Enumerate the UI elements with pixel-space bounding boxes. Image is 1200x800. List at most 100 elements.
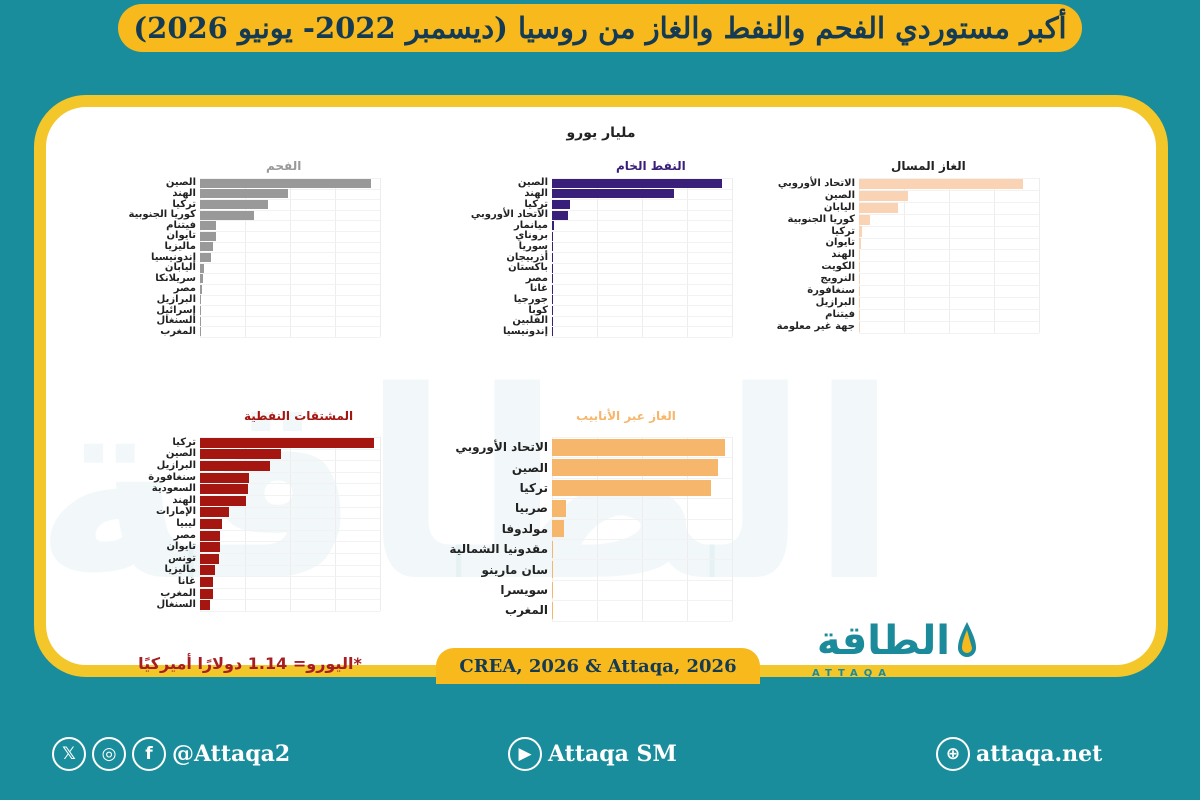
gridline — [552, 231, 732, 232]
gridline — [859, 261, 1039, 263]
bar — [552, 500, 566, 517]
globe-icon[interactable]: ⊕ — [936, 737, 970, 771]
chart-title: الغاز عبر الأنابيب — [576, 409, 676, 423]
category-label: صربيا — [515, 501, 548, 516]
gridline — [687, 437, 688, 621]
logo-arabic: الطاقة — [816, 618, 950, 664]
gridline — [859, 189, 1039, 191]
gridline — [1039, 178, 1040, 333]
bar — [200, 327, 201, 337]
instagram-icon[interactable]: ◎ — [92, 737, 126, 771]
x-icon[interactable]: 𝕏 — [52, 737, 86, 771]
gridline — [859, 273, 1039, 275]
gridline — [859, 285, 1039, 287]
gridline — [200, 564, 380, 566]
bar — [200, 274, 203, 284]
gridline — [552, 559, 732, 561]
gridline — [552, 241, 732, 243]
bar — [552, 479, 712, 497]
bar — [552, 274, 553, 284]
category-label: الهند — [172, 494, 196, 506]
gridline — [859, 332, 1039, 334]
gridline — [552, 315, 732, 317]
bar — [200, 295, 202, 305]
category-label: تايوان — [825, 237, 856, 249]
website-url[interactable]: attaqa.net — [976, 741, 1103, 767]
gridline — [290, 178, 291, 337]
bar — [859, 262, 860, 273]
bar — [200, 461, 270, 471]
category-label: الاتحاد الأوروبي — [777, 177, 855, 189]
category-label: مصر — [173, 283, 196, 295]
bar — [552, 189, 674, 199]
gridline — [200, 294, 380, 296]
youtube-icon[interactable]: ▶ — [508, 737, 542, 771]
category-label: ماليزيا — [164, 240, 196, 252]
chart-grid — [200, 437, 381, 612]
gridline — [732, 437, 733, 621]
social-handle[interactable]: @Attaqa2 — [172, 741, 291, 767]
chart-card: الطاقة مليار يورو الفحم الصين الهند تركيا كو… — [34, 95, 1168, 677]
gridline — [859, 320, 1039, 322]
gridline — [200, 495, 380, 496]
bar — [859, 285, 860, 297]
bar — [200, 252, 212, 262]
facebook-icon[interactable]: f — [132, 737, 166, 771]
bar — [552, 327, 553, 337]
bar — [200, 449, 282, 460]
chart-title: النفط الخام — [616, 159, 686, 173]
bar — [200, 221, 216, 231]
gridline — [552, 518, 732, 520]
category-label: مصر — [173, 529, 196, 541]
gridline — [200, 587, 380, 589]
category-label: المغرب — [505, 603, 548, 618]
bar — [200, 210, 254, 220]
category-label: تركيا — [831, 225, 855, 237]
gridline — [200, 199, 380, 201]
gridline — [290, 437, 291, 611]
chart-grid — [552, 178, 733, 338]
category-label: ميانمار — [514, 219, 548, 231]
category-label: باكستان — [508, 262, 548, 274]
logo: الطاقة ATTAQA — [806, 614, 986, 686]
category-label: جورجيا — [513, 293, 548, 305]
category-label: تايوان — [166, 230, 197, 242]
chart-title: الفحم — [266, 159, 302, 173]
bar — [200, 519, 222, 529]
gridline — [552, 326, 732, 328]
gridline — [200, 315, 380, 317]
category-label: المغرب — [160, 325, 196, 337]
gridline — [642, 437, 643, 621]
website-link: ⊕ attaqa.net — [936, 736, 1102, 772]
category-label: الصين — [165, 177, 196, 189]
gridline — [949, 178, 950, 333]
category-label: الهند — [831, 249, 855, 261]
gridline — [200, 262, 380, 264]
category-label: غانا — [177, 576, 196, 587]
youtube-handle[interactable]: Attaqa SM — [548, 741, 677, 767]
gridline — [200, 305, 380, 307]
bar — [552, 561, 553, 578]
category-label: إندونيسيا — [502, 325, 548, 337]
bar — [200, 484, 248, 495]
gridline — [552, 600, 732, 602]
gridline — [200, 231, 380, 232]
bar — [552, 295, 553, 305]
category-label: اليابان — [823, 201, 855, 213]
currency-note: *اليورو= 1.14 دولارًا أميركيًا — [138, 654, 362, 673]
category-label: مقدونيا الشمالية — [449, 542, 548, 557]
category-label: كوريا الجنوبية — [128, 209, 196, 221]
gridline — [335, 437, 336, 611]
gridline — [380, 437, 381, 611]
category-label: تونس — [168, 552, 196, 564]
gridline — [597, 178, 598, 337]
bar — [859, 178, 1023, 189]
category-label: الفلبين — [512, 315, 548, 327]
gridline — [552, 477, 732, 479]
gridline — [732, 178, 733, 337]
bar — [859, 190, 909, 201]
social-links: 𝕏 ◎ f @Attaqa2 — [52, 736, 290, 772]
bar — [200, 316, 201, 326]
gridline — [859, 308, 1039, 310]
chart-title: المشتقات النفطية — [244, 409, 354, 423]
